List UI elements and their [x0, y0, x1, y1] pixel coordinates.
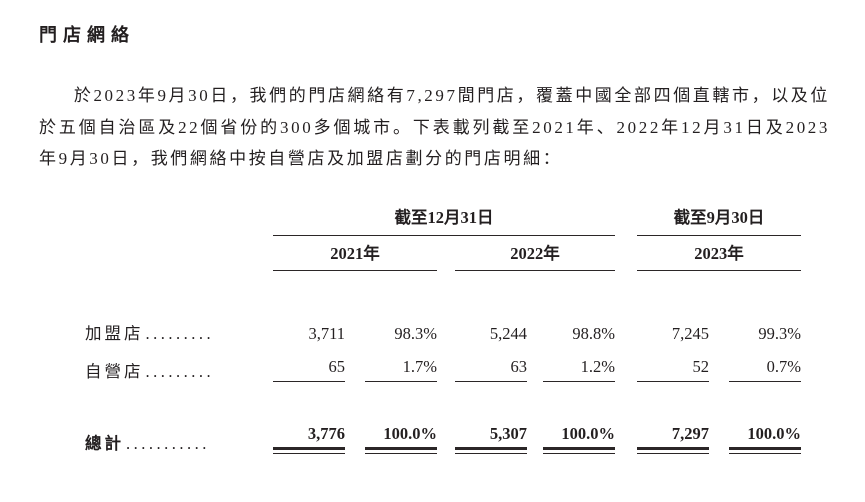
- row-label-text: 自營店: [85, 361, 144, 381]
- franchised-2023-count: 7,245: [671, 323, 709, 343]
- dot-leader: .........: [145, 323, 215, 343]
- total-2021-pct: 100.0%: [383, 423, 437, 443]
- store-breakdown-table: 截至12月31日 截至9月30日 2021年 2022年 2023年 加盟店..…: [85, 200, 801, 454]
- row-label-text: 總計: [85, 433, 124, 453]
- spacer-row: [85, 271, 801, 312]
- table-row-self-operated: 自營店......... 65 1.7% 63 1.2% 52 0.7%: [85, 344, 801, 382]
- double-rule: [543, 446, 615, 454]
- row-label-franchised: 加盟店.........: [85, 312, 273, 344]
- group-header-row: 截至12月31日 截至9月30日: [85, 200, 801, 236]
- page-title: 門店網絡: [39, 25, 135, 45]
- col-group-sep30: 截至9月30日: [637, 204, 801, 236]
- total-2023-pct: 100.0%: [747, 423, 801, 443]
- year-header-row: 2021年 2022年 2023年: [85, 236, 801, 271]
- franchised-2021-pct: 98.3%: [394, 323, 437, 343]
- self-operated-2022-pct: 1.2%: [543, 357, 615, 382]
- row-label-text: 加盟店: [85, 323, 144, 343]
- spacer-row: [85, 382, 801, 415]
- franchised-2023-pct: 99.3%: [758, 323, 801, 343]
- table-row-total: 總計........... 3,776 100.0% 5,307 100.0% …: [85, 415, 801, 454]
- franchised-2022-pct: 98.8%: [572, 323, 615, 343]
- double-rule: [365, 446, 437, 454]
- self-operated-2023-pct: 0.7%: [729, 357, 801, 382]
- document-page: 門店網絡 於2023年9月30日，我們的門店網絡有7,297間門店，覆蓋中國全部…: [39, 25, 830, 454]
- year-2023-header: 2023年: [637, 240, 801, 271]
- self-operated-2021-pct: 1.7%: [365, 357, 437, 382]
- row-label-self-operated: 自營店.........: [85, 344, 273, 382]
- franchised-2022-count: 5,244: [489, 323, 527, 343]
- year-2021-header: 2021年: [273, 240, 437, 271]
- self-operated-2022-count: 63: [455, 357, 527, 382]
- total-2022-count: 5,307: [489, 423, 527, 443]
- double-rule: [637, 446, 709, 454]
- col-group-dec31: 截至12月31日: [273, 204, 615, 236]
- intro-paragraph: 於2023年9月30日，我們的門店網絡有7,297間門店，覆蓋中國全部四個直轄市…: [39, 86, 830, 168]
- franchised-2021-count: 3,711: [308, 323, 345, 343]
- double-rule: [273, 446, 345, 454]
- double-rule: [729, 446, 801, 454]
- double-rule: [455, 446, 527, 454]
- group-header-spacer: [85, 200, 273, 236]
- year-header-spacer: [85, 236, 273, 271]
- dot-leader: ...........: [126, 433, 210, 453]
- table-row-franchised: 加盟店......... 3,711 98.3% 5,244 98.8% 7,2…: [85, 312, 801, 344]
- row-label-total: 總計...........: [85, 415, 273, 454]
- dot-leader: .........: [145, 361, 215, 381]
- total-2023-count: 7,297: [671, 423, 709, 443]
- self-operated-2021-count: 65: [273, 357, 345, 382]
- total-2021-count: 3,776: [307, 423, 345, 443]
- self-operated-2023-count: 52: [637, 357, 709, 382]
- total-2022-pct: 100.0%: [561, 423, 615, 443]
- year-2022-header: 2022年: [455, 240, 615, 271]
